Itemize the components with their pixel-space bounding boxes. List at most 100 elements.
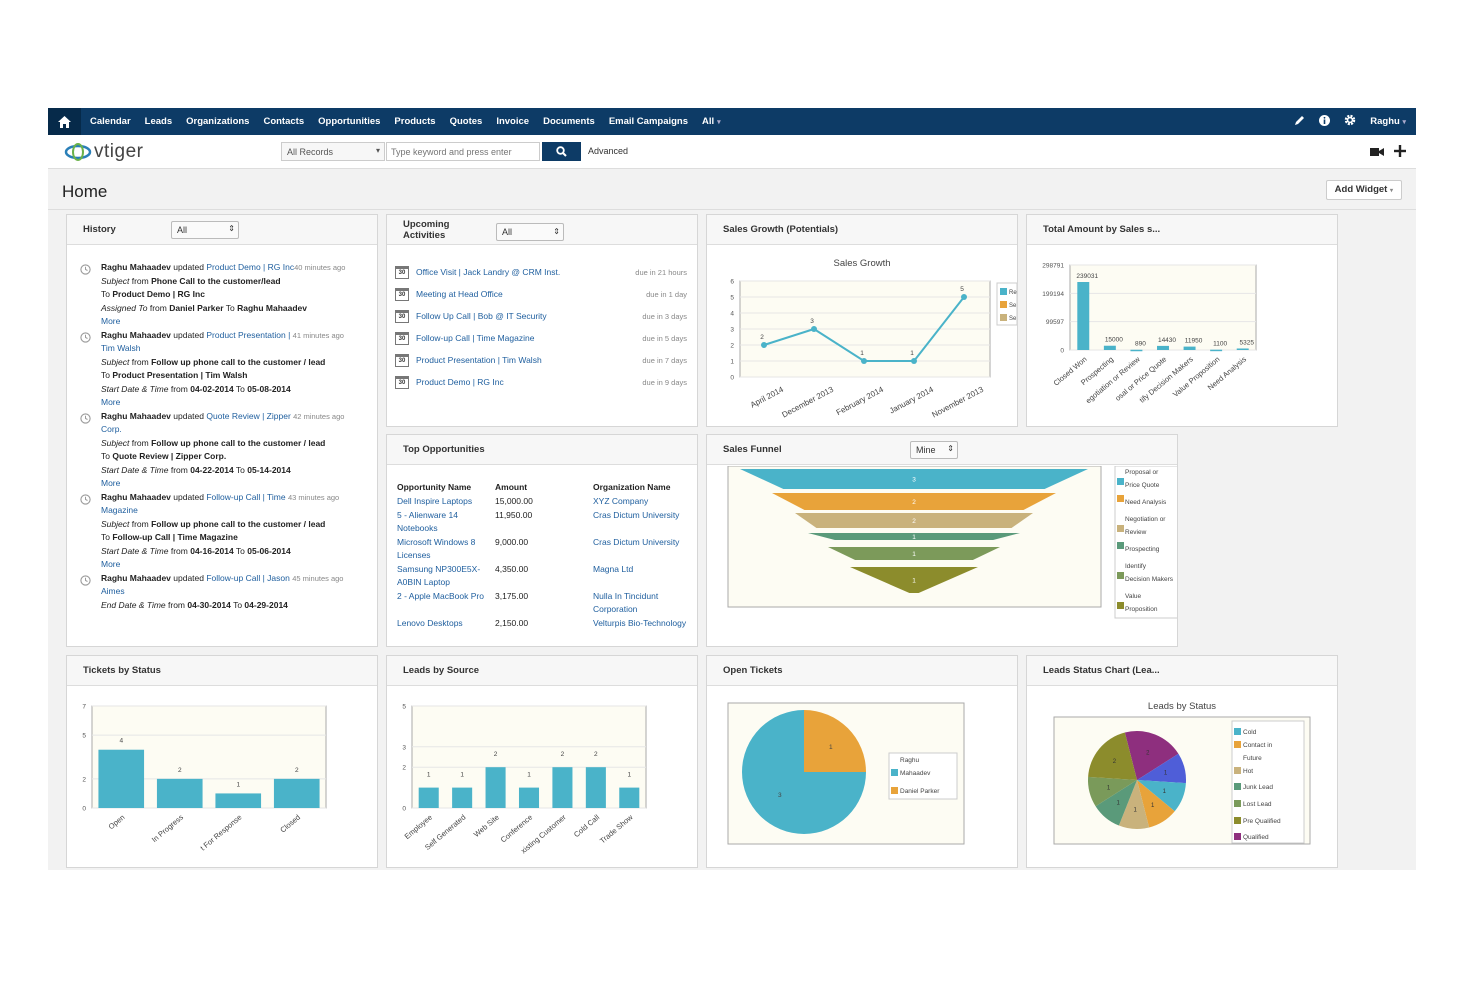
info-icon[interactable]	[1319, 114, 1331, 129]
bar[interactable]	[418, 787, 439, 808]
activity-item[interactable]: 30 Office Visit | Jack Landry @ CRM Inst.…	[387, 261, 697, 283]
bar[interactable]	[452, 787, 473, 808]
more-link[interactable]: More	[101, 316, 121, 326]
plus-icon[interactable]	[1394, 144, 1406, 162]
nav-item-all[interactable]: All ▾	[702, 116, 721, 127]
history-filter-select[interactable]: All ⇕	[171, 221, 239, 239]
table-row[interactable]: Microsoft Windows 8 Licenses 9,000.00 Cras…	[397, 536, 693, 563]
pie-slice[interactable]	[1137, 780, 1186, 812]
funnel-segment[interactable]	[828, 547, 1000, 560]
bar[interactable]	[156, 778, 203, 808]
pie-slice[interactable]	[742, 710, 866, 834]
pie-slice[interactable]	[1118, 780, 1150, 829]
opportunity-name[interactable]: Dell Inspire Laptops	[397, 496, 473, 506]
pie-slice[interactable]	[804, 710, 866, 772]
table-row[interactable]: 5 - Alienware 14 Notebooks 11,950.00 Cras …	[397, 509, 693, 536]
activity-label[interactable]: Meeting at Head Office	[416, 289, 503, 299]
activity-item[interactable]: 30 Follow Up Call | Bob @ IT Security due …	[387, 305, 697, 327]
more-link[interactable]: More	[101, 478, 121, 488]
nav-item-calendar[interactable]: Calendar	[90, 116, 131, 127]
data-point[interactable]	[961, 294, 967, 300]
more-link[interactable]: More	[101, 559, 121, 569]
activity-label[interactable]: Office Visit | Jack Landry @ CRM Inst.	[416, 267, 561, 277]
more-link[interactable]: More	[101, 397, 121, 407]
history-text[interactable]: Corp.	[101, 424, 122, 434]
funnel-segment[interactable]	[808, 533, 1020, 540]
funnel-segment[interactable]	[850, 567, 978, 593]
activity-label[interactable]: Product Presentation | Tim Walsh	[416, 355, 542, 365]
history-text[interactable]: Quote Review | Zipper	[206, 410, 294, 421]
organization-name[interactable]: Nulla In Tincidunt Corporation	[593, 590, 659, 615]
gear-icon[interactable]	[1344, 114, 1356, 129]
bar[interactable]	[98, 749, 145, 808]
history-text[interactable]: Follow-up Call | Time	[206, 491, 288, 502]
vtiger-logo[interactable]: vtiger	[64, 141, 143, 163]
funnel-segment[interactable]	[740, 469, 1088, 489]
search-button[interactable]	[542, 142, 581, 161]
bar[interactable]	[585, 767, 606, 808]
record-type-select[interactable]: All Records ▾	[281, 142, 385, 161]
bar[interactable]	[518, 787, 540, 808]
bar[interactable]	[1103, 345, 1116, 350]
organization-name[interactable]: XYZ Company	[593, 496, 649, 506]
history-text[interactable]: Product Presentation |	[206, 329, 293, 340]
activity-label[interactable]: Product Demo | RG Inc	[416, 377, 504, 387]
activity-item[interactable]: 30 Product Presentation | Tim Walsh due in…	[387, 349, 697, 371]
bar[interactable]	[1210, 349, 1223, 352]
data-point[interactable]	[861, 358, 867, 364]
activity-item[interactable]: 30 Follow-up Call | Time Magazine due in 5…	[387, 327, 697, 349]
activity-item[interactable]: 30 Meeting at Head Office due in 1 day	[387, 283, 697, 305]
pie-slice[interactable]	[1088, 776, 1137, 807]
pie-slice[interactable]	[1124, 731, 1179, 780]
organization-name[interactable]: Cras Dictum University	[593, 509, 680, 520]
table-row[interactable]: 2 - Apple MacBook Pro 3,175.00 Nulla In Ti…	[397, 590, 693, 617]
bar[interactable]	[552, 767, 573, 808]
funnel-segment[interactable]	[772, 493, 1056, 510]
bar[interactable]	[273, 778, 320, 808]
add-widget-button[interactable]: Add Widget ▾	[1325, 180, 1402, 200]
history-text[interactable]: Product Demo | RG Inc	[206, 262, 295, 272]
nav-item-leads[interactable]: Leads	[144, 116, 173, 127]
nav-item-contacts[interactable]: Contacts	[263, 116, 305, 127]
bar[interactable]	[1157, 345, 1169, 350]
nav-item-email-campaigns[interactable]: Email Campaigns	[608, 116, 689, 127]
advanced-search-link[interactable]: Advanced	[588, 146, 629, 156]
table-row[interactable]: Lenovo Desktops 2,150.00 Velturpis Bio-Tec…	[397, 617, 693, 631]
user-menu[interactable]: Raghu ▾	[1370, 116, 1406, 127]
data-point[interactable]	[911, 358, 917, 364]
data-point[interactable]	[811, 326, 817, 332]
funnel-segment[interactable]	[795, 513, 1033, 528]
bar[interactable]	[1130, 349, 1143, 352]
data-point[interactable]	[761, 342, 767, 348]
pie-slice[interactable]	[1137, 780, 1175, 828]
history-text[interactable]: Aimes	[101, 586, 125, 596]
funnel-filter-select[interactable]: Mine ⇕	[910, 441, 958, 459]
bar[interactable]	[1077, 282, 1090, 350]
history-text[interactable]: Tim Walsh	[101, 343, 141, 353]
home-icon[interactable]	[48, 108, 81, 135]
table-row[interactable]: Dell Inspire Laptops 15,000.00 XYZ Company	[397, 495, 693, 509]
bar[interactable]	[215, 793, 262, 808]
bar[interactable]	[485, 767, 506, 808]
organization-name[interactable]: Magna Ltd	[593, 563, 634, 574]
pie-slice[interactable]	[1088, 732, 1137, 780]
bar[interactable]	[1236, 348, 1249, 350]
nav-item-products[interactable]: Products	[394, 116, 436, 127]
opportunity-name[interactable]: Samsung NP300E5X-A0BIN Laptop	[397, 563, 481, 588]
opportunity-name[interactable]: Lenovo Desktops	[397, 617, 463, 628]
activities-filter-select[interactable]: All ⇕	[496, 223, 564, 241]
organization-name[interactable]: Cras Dictum University	[593, 536, 680, 547]
nav-item-invoice[interactable]: Invoice	[496, 116, 530, 127]
search-input[interactable]	[386, 142, 540, 161]
activity-label[interactable]: Follow Up Call | Bob @ IT Security	[416, 311, 547, 321]
opportunity-name[interactable]: 2 - Apple MacBook Pro	[397, 590, 484, 601]
activity-label[interactable]: Follow-up Call | Time Magazine	[416, 333, 535, 343]
activity-item[interactable]: 30 Product Demo | RG Inc due in 9 days	[387, 371, 697, 393]
pie-slice[interactable]	[1137, 753, 1186, 784]
history-text[interactable]: Magazine	[101, 505, 138, 515]
video-camera-icon[interactable]	[1370, 144, 1384, 162]
pencil-icon[interactable]	[1294, 115, 1305, 129]
nav-item-organizations[interactable]: Organizations	[186, 116, 250, 127]
opportunity-name[interactable]: 5 - Alienware 14 Notebooks	[397, 509, 458, 534]
organization-name[interactable]: Velturpis Bio-Technology	[593, 617, 687, 628]
